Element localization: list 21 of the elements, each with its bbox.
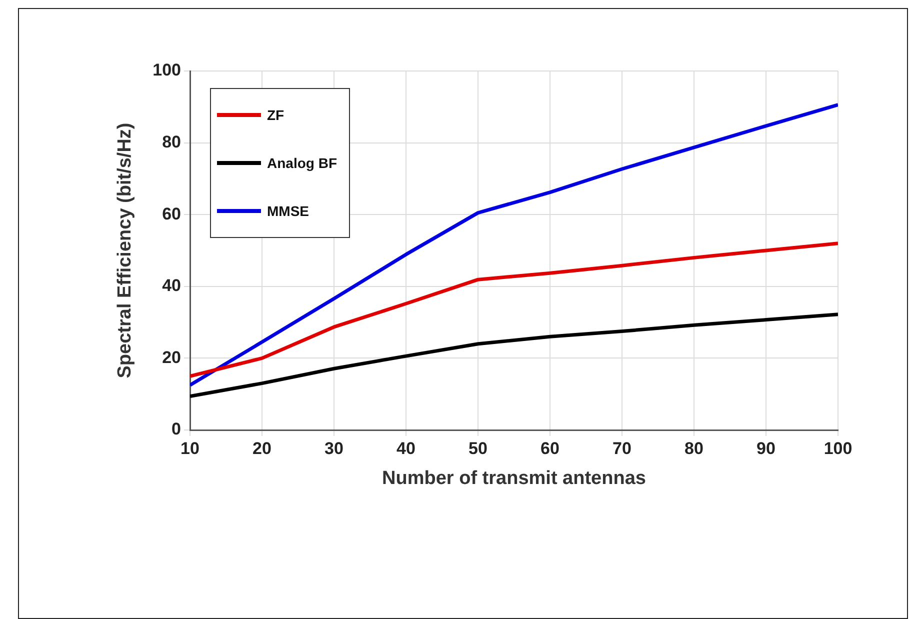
x-tick-label: 60 (540, 438, 560, 458)
x-tick-label: 40 (396, 438, 416, 458)
y-tick-label: 60 (162, 204, 181, 224)
x-tick-label: 90 (756, 438, 776, 458)
y-tick-label: 0 (172, 420, 181, 439)
legend-label: Analog BF (267, 155, 337, 171)
y-tick-label: 80 (162, 132, 181, 152)
x-tick-label: 10 (180, 438, 200, 458)
legend-label: MMSE (267, 203, 309, 219)
x-tick-label: 30 (324, 438, 344, 458)
x-tick-label: 70 (612, 438, 632, 458)
y-axis-title: Spectral Efficiency (bit/s/Hz) (114, 122, 136, 378)
x-tick-label: 100 (824, 438, 852, 458)
x-tick-label: 50 (468, 438, 488, 458)
x-tick-label: 20 (252, 438, 272, 458)
y-tick-label: 100 (152, 60, 181, 80)
legend-label: ZF (267, 107, 284, 123)
y-tick-label: 20 (162, 348, 181, 367)
x-axis-title: Number of transmit antennas (382, 468, 646, 489)
y-tick-label: 40 (162, 276, 181, 296)
x-tick-label: 80 (684, 438, 704, 458)
